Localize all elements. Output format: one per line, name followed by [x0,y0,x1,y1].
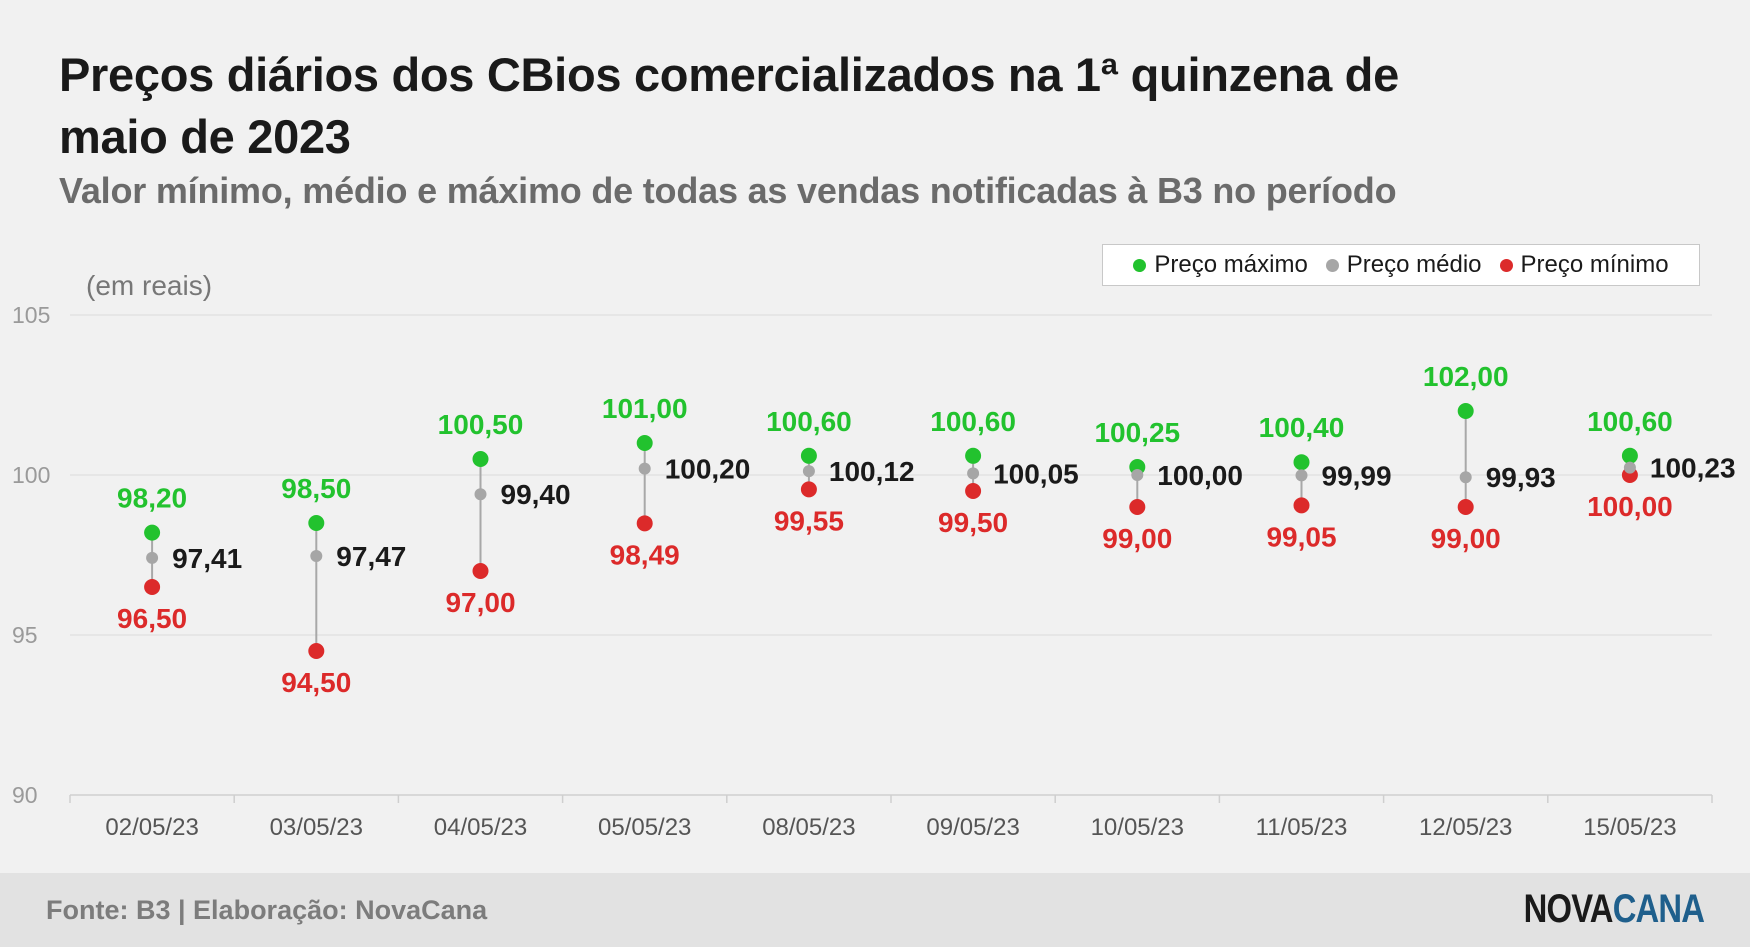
max-point [965,447,982,464]
x-tick-label: 09/05/23 [926,814,1019,841]
max-label: 100,50 [438,409,524,440]
max-point [472,451,489,467]
min-label: 99,00 [1431,523,1501,554]
mid-point [967,467,980,480]
x-tick-label: 03/05/23 [270,814,363,841]
min-point [800,481,817,498]
mid-label: 100,12 [829,456,915,487]
mid-point [474,488,487,501]
legend-label-mid: Preço médio [1346,251,1482,278]
min-label: 99,00 [1102,523,1172,554]
min-point [308,643,325,659]
min-label: 96,50 [117,603,187,634]
max-label: 100,40 [1259,412,1345,443]
mid-point [310,549,323,562]
x-tick-label: 08/05/23 [762,814,855,841]
legend-item-mid: Preço médio [1325,251,1482,279]
min-point [965,483,982,499]
mid-point [802,465,815,478]
mid-point [1459,471,1472,484]
mid-label: 97,41 [172,543,242,574]
min-point [636,515,653,532]
mid-label: 100,00 [1157,460,1243,491]
max-label: 98,20 [117,483,187,514]
mid-label: 100,05 [993,458,1079,489]
min-label: 98,49 [610,539,680,570]
mid-label: 100,23 [1650,453,1736,484]
legend-item-max: Preço máximo [1133,251,1308,279]
mid-label: 99,99 [1322,460,1392,491]
mid-point [1131,469,1144,481]
min-point [144,579,161,595]
min-point [1293,497,1310,514]
min-label: 99,50 [938,507,1008,538]
legend-label-min: Preço mínimo [1520,251,1669,278]
legend-label-max: Preço máximo [1154,251,1308,278]
footer: Fonte: B3 | Elaboração: NovaCana NOVACAN… [0,873,1750,947]
x-tick-label: 02/05/23 [105,814,198,841]
x-tick-label: 04/05/23 [434,814,527,841]
y-tick-label: 105 [12,302,50,328]
max-label: 101,00 [602,393,688,424]
mid-label: 99,93 [1486,462,1556,493]
legend-dot-max [1133,258,1147,272]
legend-item-min: Preço mínimo [1499,251,1669,279]
novacana-logo: NOVACANA [1523,887,1704,931]
mid-label: 100,20 [665,454,751,485]
chart-plot: 90 95 100 105 02/05/23 03/05/23 04/05/23 05/05/… [12,302,1736,841]
x-tick-label: 11/05/23 [1256,814,1348,841]
min-point [1129,499,1146,515]
y-tick-label: 100 [12,462,50,488]
max-point [1457,403,1474,419]
max-label: 102,00 [1423,361,1509,392]
mid-point [1623,461,1636,474]
max-label: 100,25 [1094,417,1180,448]
min-point [472,563,489,579]
mid-label: 99,40 [501,479,571,510]
max-label: 98,50 [281,473,351,504]
x-tick-label: 05/05/23 [598,814,691,841]
x-tick-label: 12/05/23 [1419,814,1512,841]
legend-dot-min [1499,258,1513,272]
max-label: 100,60 [1587,406,1673,437]
mid-point [1295,469,1308,482]
source-text: Fonte: B3 | Elaboração: NovaCana [46,895,488,925]
legend-dot-mid [1325,258,1339,272]
max-point [636,435,653,451]
min-point [1457,499,1474,515]
min-label: 94,50 [281,667,351,698]
max-point [144,524,161,541]
min-label: 99,55 [774,505,844,536]
min-label: 99,05 [1266,521,1336,552]
mid-point [146,551,159,564]
y-tick-label: 95 [12,622,38,648]
x-tick-label: 15/05/23 [1583,814,1676,841]
y-tick-label: 90 [12,782,38,808]
chart-title: Preços diários dos CBios comercializados… [59,48,1399,163]
max-point [800,447,817,464]
max-point [308,515,325,531]
max-point [1621,447,1638,464]
max-point [1293,454,1310,471]
mid-point [638,462,651,475]
min-label: 100,00 [1587,491,1673,522]
x-tick-label: 10/05/23 [1091,814,1184,841]
mid-label: 97,47 [336,541,406,572]
max-label: 100,60 [766,406,852,437]
chart-subtitle: Valor mínimo, médio e máximo de todas as… [59,170,1397,211]
max-label: 100,60 [930,406,1016,437]
min-label: 97,00 [445,587,515,618]
unit-label: (em reais) [86,270,213,301]
legend: Preço máximo Preço médio Preço mínimo [1102,244,1700,286]
